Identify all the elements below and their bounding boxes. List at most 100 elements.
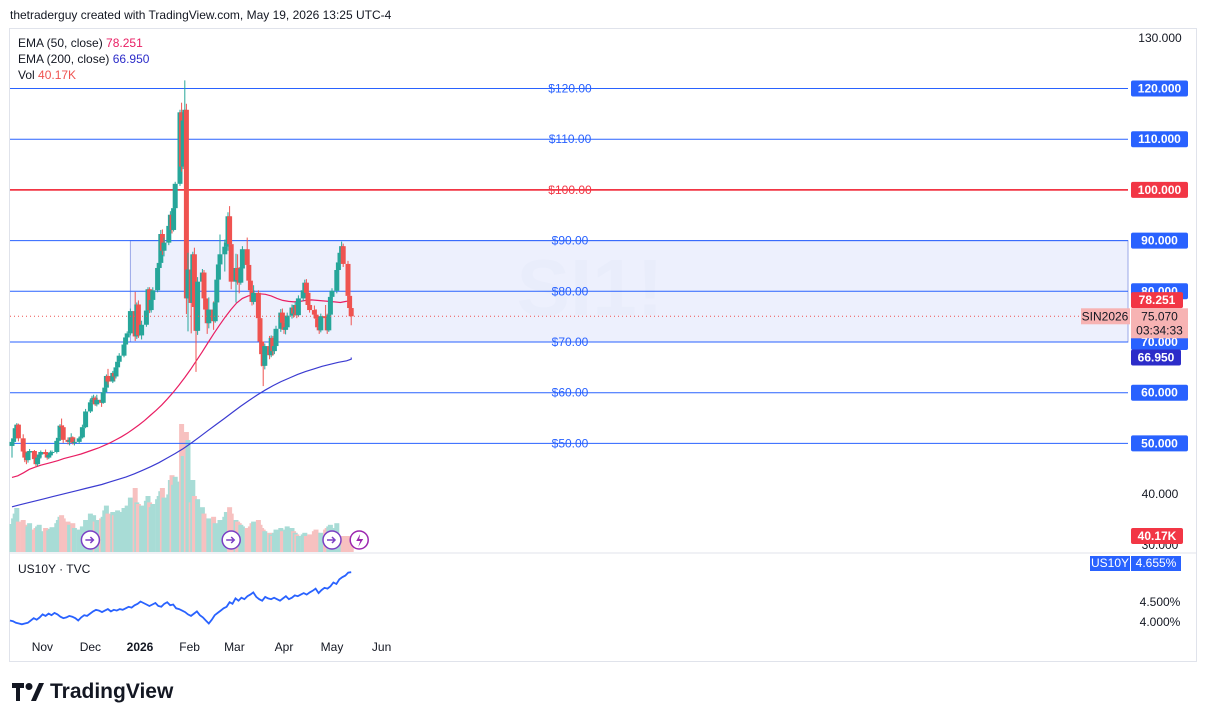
candle-body [259,341,265,355]
candle-body [143,310,149,325]
candle-body [83,411,89,428]
candle-body [135,304,141,336]
ema200-legend-value: 66.950 [112,52,150,66]
candle-body [329,290,335,297]
candle-body [94,399,100,405]
candle-body [217,254,223,265]
ema200-legend[interactable]: EMA (200, close) 66.950 [18,51,149,67]
volume-axis-tag-label: 40.17K [1138,529,1177,543]
candle-body [323,316,329,319]
candle-body [20,438,26,452]
candle-body [315,318,321,328]
event-arrow-icon [327,536,337,544]
ema50-axis-tag [1131,292,1183,309]
candle-body [78,437,84,439]
candle-body [161,242,167,251]
bond-pane-legend[interactable]: US10Y · TVC [18,562,91,576]
candle-body [345,263,351,296]
ema50-legend-value: 78.251 [106,36,143,50]
candle-body [57,425,63,438]
ema50-legend-label: EMA (50, close) [18,36,103,50]
last-price-label: 75.070 [1141,309,1178,323]
candle-body [235,267,241,281]
candle-body [273,328,279,347]
level-line-label: $80.00 [552,284,589,298]
x-axis-tick: Dec [80,640,101,654]
candle-body [89,399,95,403]
candle-body [228,244,234,282]
candle-body [49,452,55,454]
volume-legend-label: Vol [18,68,35,82]
level-axis-tag [1131,435,1188,452]
ema50-legend[interactable]: EMA (50, close) 78.251 [18,35,149,51]
candle-body [115,361,121,368]
volume-bar [150,504,156,552]
candle-body [148,299,154,311]
bond-y-tick: 4.000% [1140,615,1181,629]
candle-body [281,322,287,330]
level-line-label: $120.00 [548,82,592,96]
level-axis-tag [1131,384,1188,401]
ema200-axis-tag-label: 66.950 [1138,350,1175,364]
volume-bar [239,526,245,552]
x-axis-tick: Jun [372,640,391,654]
candle-body [166,225,172,243]
candle-body [87,402,93,412]
candle-body [334,270,340,291]
last-price-tag [1131,308,1188,339]
x-axis-tick: Nov [32,640,53,654]
volume-bar [251,521,257,552]
candle-body [203,298,209,310]
volume-bar [135,504,141,552]
candle-body [15,424,21,439]
y-axis-tick: 40.000 [1142,487,1179,501]
candle-body [191,254,197,308]
level-axis-tag [1131,131,1188,148]
x-axis-tick: Apr [275,640,294,654]
volume-legend[interactable]: Vol 40.17K [18,67,149,83]
volume-bar [295,536,301,552]
level-axis-tag-label: 70.000 [1141,335,1178,349]
candle-body [307,304,313,311]
candle-body [70,437,76,443]
candle-body [59,425,65,428]
bond-y-tick: 4.500% [1140,595,1181,609]
candle-body [147,289,153,311]
volume-bar [161,497,167,552]
level-line-label: $70.00 [552,335,589,349]
volume-bar [127,497,133,552]
event-bolt-icon [356,534,364,547]
tradingview-logo-text: TradingView [50,680,174,703]
level-axis-tag-label: 90.000 [1141,234,1178,248]
level-line-label: $110.00 [549,132,592,146]
volume-bar [340,536,346,552]
candle-body [155,267,161,291]
volume-bar [195,499,201,552]
bond-symbol-tag-label: US10Y [1091,556,1129,570]
candle-body [214,279,220,303]
volume-bar [284,526,290,552]
candle-body [9,441,15,446]
candle-body [159,234,165,251]
bond-yield-line [9,571,352,626]
x-axis-tick: May [321,640,344,654]
candle-body [295,298,301,316]
volume-bar [262,531,268,552]
candle-body [271,346,277,352]
candle-body [47,452,53,456]
candle-body [150,290,156,300]
volume-bar [38,531,44,552]
candle-body [35,457,41,465]
bond-symbol-tag [1090,556,1130,571]
y-axis-tick: 130.000 [1138,31,1182,45]
candle-body [201,272,207,299]
candle-body [43,452,49,455]
candle-body [123,337,129,345]
candle-body [327,296,333,315]
level-axis-tag-label: 110.000 [1138,132,1181,146]
tradingview-logo[interactable]: TradingView [12,680,173,704]
volume-bar [124,505,130,552]
volume-legend-value: 40.17K [38,68,77,82]
symbol-tag [1081,308,1130,325]
